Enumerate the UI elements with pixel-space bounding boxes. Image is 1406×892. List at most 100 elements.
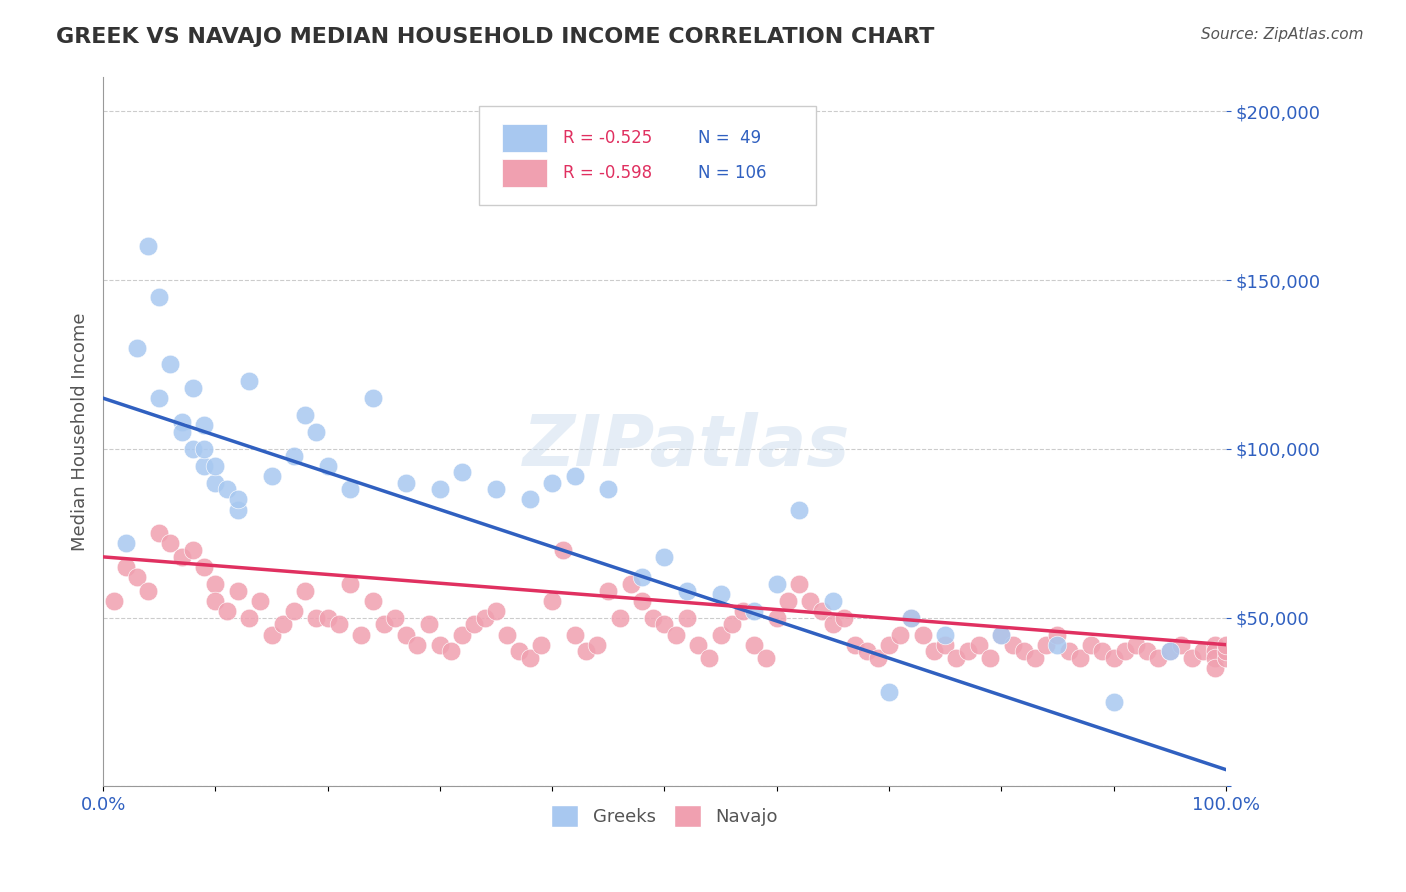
Point — [451, 627, 474, 641]
Point — [339, 483, 361, 497]
Point — [911, 627, 934, 641]
Point — [339, 577, 361, 591]
Point — [170, 415, 193, 429]
Point — [1114, 644, 1136, 658]
Point — [676, 610, 699, 624]
Point — [530, 638, 553, 652]
Point — [305, 425, 328, 439]
Point — [204, 577, 226, 591]
Point — [226, 492, 249, 507]
Point — [508, 644, 530, 658]
Point — [474, 610, 496, 624]
Point — [519, 651, 541, 665]
Point — [990, 627, 1012, 641]
Point — [1046, 638, 1069, 652]
Point — [1170, 638, 1192, 652]
Text: Source: ZipAtlas.com: Source: ZipAtlas.com — [1201, 27, 1364, 42]
Point — [564, 468, 586, 483]
Point — [575, 644, 598, 658]
Point — [598, 583, 620, 598]
Point — [1080, 638, 1102, 652]
Text: ZIPatlas: ZIPatlas — [523, 411, 851, 481]
Text: N =  49: N = 49 — [699, 128, 761, 146]
Point — [114, 560, 136, 574]
Point — [215, 604, 238, 618]
Point — [395, 475, 418, 490]
Point — [316, 610, 339, 624]
Point — [148, 526, 170, 541]
Point — [294, 583, 316, 598]
Point — [1136, 644, 1159, 658]
Point — [877, 685, 900, 699]
Point — [238, 374, 260, 388]
Point — [710, 627, 733, 641]
Point — [193, 458, 215, 473]
Point — [260, 468, 283, 483]
Point — [1215, 638, 1237, 652]
Point — [541, 475, 564, 490]
Point — [821, 594, 844, 608]
Point — [956, 644, 979, 658]
Point — [1012, 644, 1035, 658]
Point — [519, 492, 541, 507]
Point — [1057, 644, 1080, 658]
Point — [283, 449, 305, 463]
Point — [1091, 644, 1114, 658]
Point — [979, 651, 1001, 665]
Point — [496, 627, 519, 641]
Point — [1215, 651, 1237, 665]
Point — [384, 610, 406, 624]
Point — [204, 475, 226, 490]
Point — [406, 638, 429, 652]
Point — [125, 341, 148, 355]
Point — [260, 627, 283, 641]
Point — [148, 290, 170, 304]
Point — [204, 458, 226, 473]
Point — [598, 483, 620, 497]
Point — [271, 617, 294, 632]
Point — [553, 543, 575, 558]
Point — [787, 502, 810, 516]
Point — [316, 458, 339, 473]
Point — [665, 627, 688, 641]
Text: R = -0.525: R = -0.525 — [564, 128, 652, 146]
Point — [226, 583, 249, 598]
Point — [877, 638, 900, 652]
Point — [787, 577, 810, 591]
Point — [103, 594, 125, 608]
Point — [733, 604, 755, 618]
Point — [643, 610, 665, 624]
Point — [1204, 661, 1226, 675]
Point — [1102, 651, 1125, 665]
Point — [866, 651, 889, 665]
Point — [1181, 651, 1204, 665]
Point — [855, 644, 877, 658]
Point — [934, 638, 956, 652]
Point — [294, 408, 316, 422]
Point — [654, 617, 676, 632]
Point — [429, 638, 451, 652]
Point — [1215, 644, 1237, 658]
Point — [181, 381, 204, 395]
Point — [1001, 638, 1024, 652]
Point — [1147, 651, 1170, 665]
Point — [181, 543, 204, 558]
Point — [1035, 638, 1057, 652]
Point — [945, 651, 967, 665]
Point — [148, 391, 170, 405]
Point — [373, 617, 395, 632]
Point — [889, 627, 911, 641]
Point — [215, 483, 238, 497]
Point — [721, 617, 744, 632]
Point — [283, 604, 305, 618]
Point — [1204, 644, 1226, 658]
Y-axis label: Median Household Income: Median Household Income — [72, 313, 89, 551]
Point — [900, 610, 922, 624]
Bar — [502, 159, 547, 187]
Point — [136, 239, 159, 253]
Point — [159, 536, 181, 550]
Point — [688, 638, 710, 652]
Point — [654, 549, 676, 564]
Bar — [502, 123, 547, 152]
Point — [193, 442, 215, 456]
